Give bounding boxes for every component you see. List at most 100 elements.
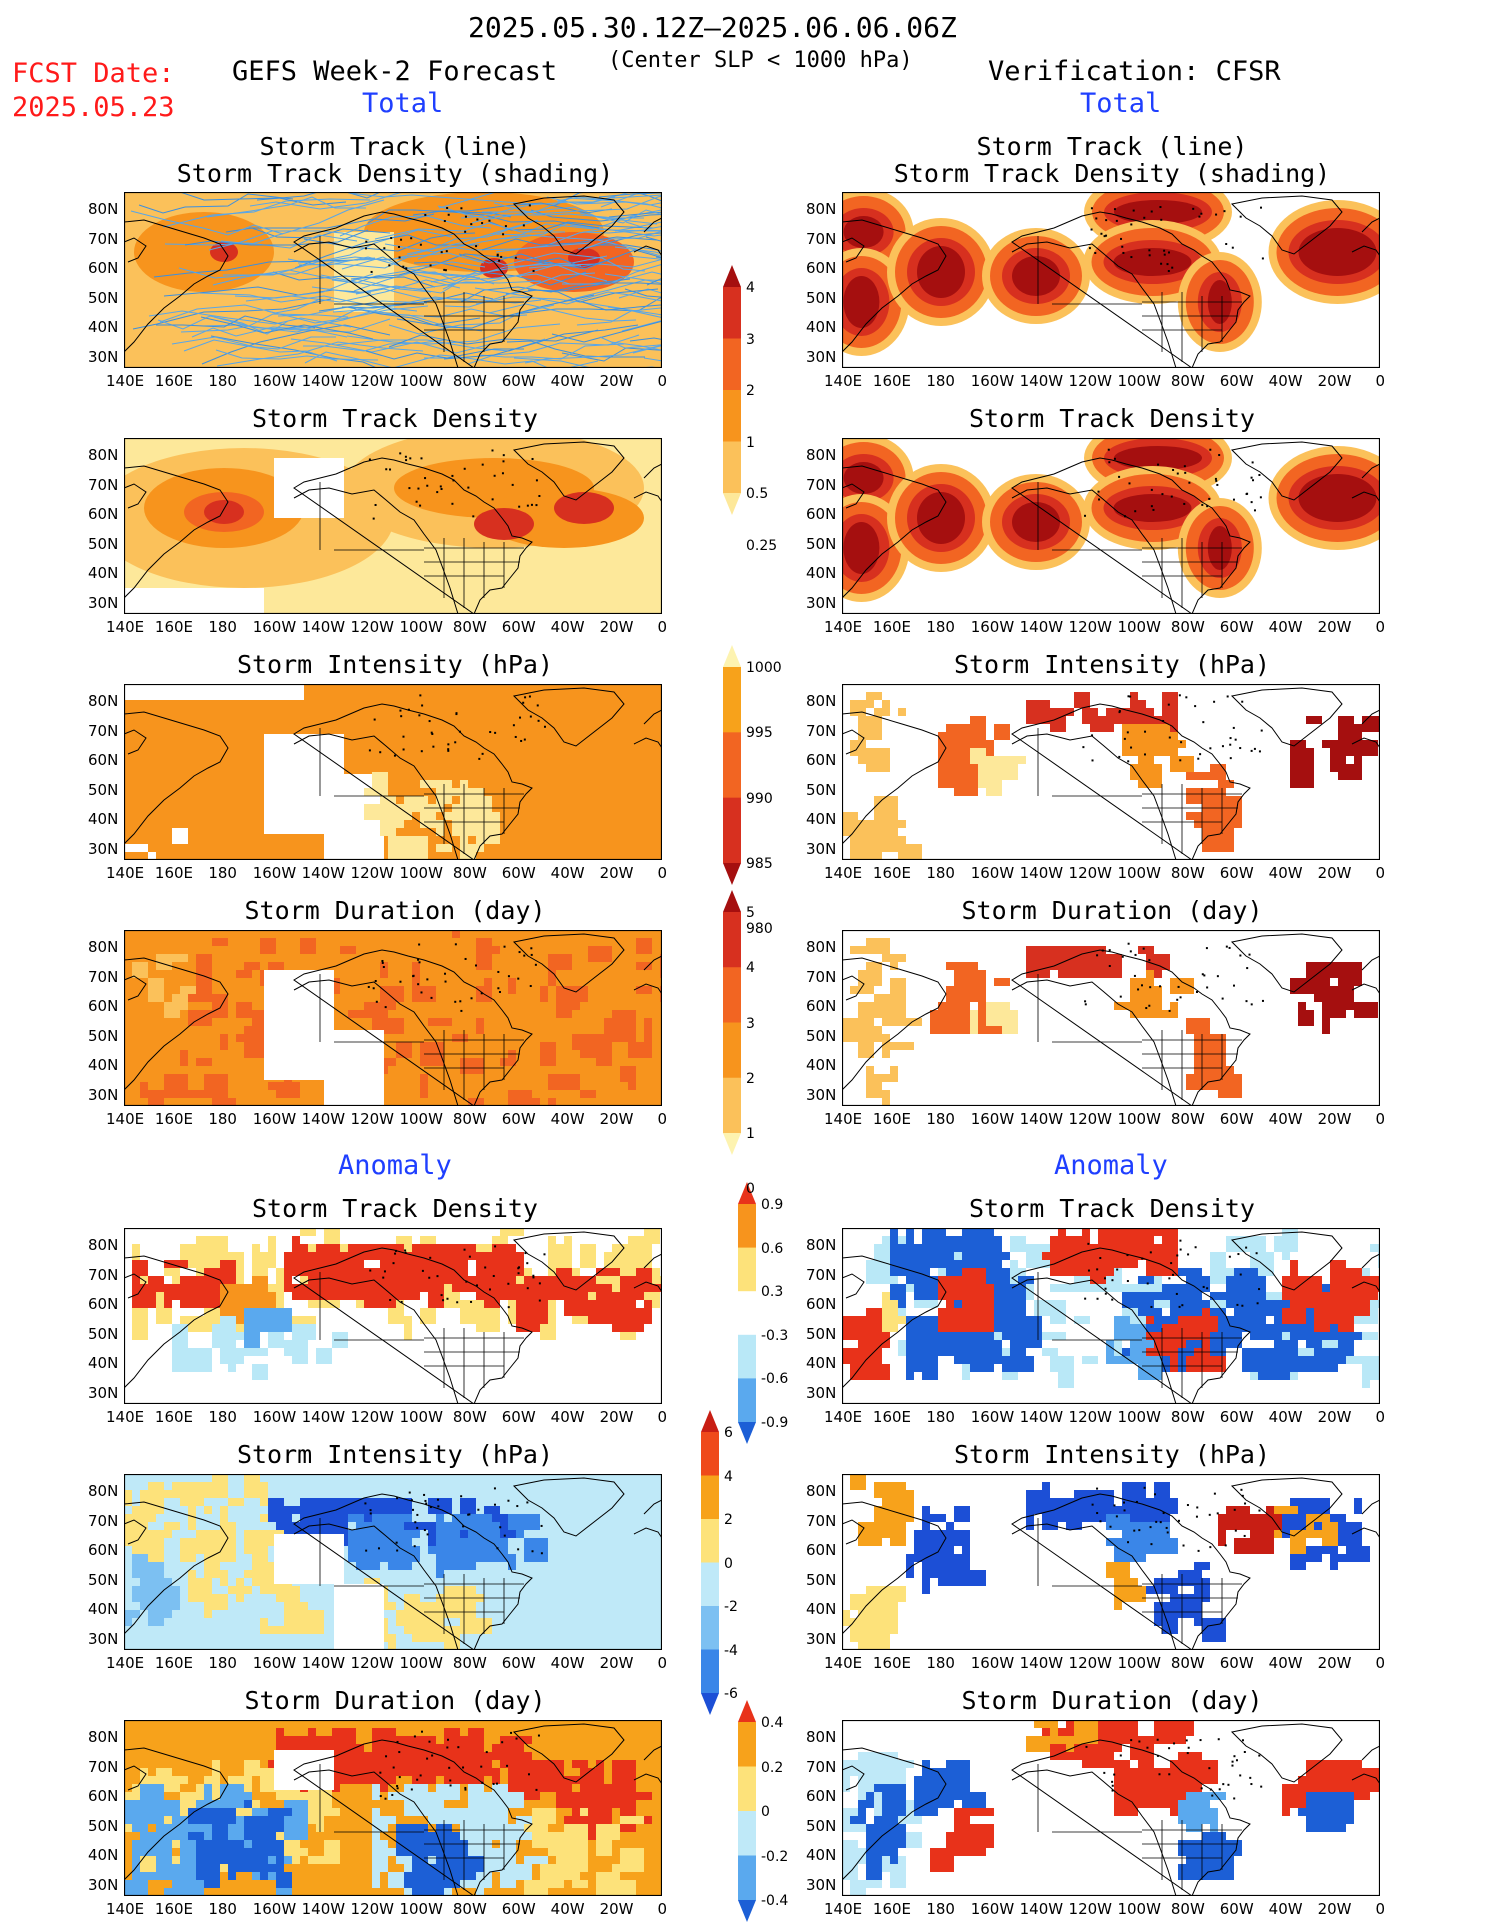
shade-cell — [148, 1562, 156, 1578]
island — [1239, 954, 1242, 957]
map-svg — [841, 1473, 1381, 1651]
island — [1166, 1531, 1169, 1534]
shade-cell — [548, 970, 556, 986]
colorbar-swatch — [723, 441, 741, 494]
track-line — [583, 229, 662, 250]
track-line — [132, 298, 332, 330]
track-line — [374, 222, 565, 240]
island — [439, 485, 442, 488]
map-panel-r2 — [841, 437, 1381, 615]
lon-label: 80W — [1170, 1654, 1205, 1672]
shade-blob — [1012, 502, 1060, 542]
shade-cell — [252, 1244, 260, 1268]
island — [396, 1787, 399, 1790]
shade-cell — [348, 1736, 356, 1752]
shade-cell — [1138, 946, 1154, 954]
island — [518, 951, 521, 954]
track-line — [604, 273, 662, 285]
island — [532, 1276, 535, 1279]
island — [456, 1301, 459, 1304]
island — [491, 498, 494, 501]
lon-label: 60W — [1219, 1110, 1254, 1128]
shade-cell — [1098, 1228, 1114, 1244]
shade-blob — [1114, 446, 1202, 470]
shade-blob — [1113, 494, 1192, 522]
shade-cell — [1338, 740, 1354, 756]
lon-label: 20W — [599, 864, 634, 882]
shade-cell — [1146, 1228, 1162, 1236]
shade-cell — [300, 1498, 324, 1514]
island — [526, 1262, 529, 1265]
island — [1245, 1246, 1248, 1249]
shade-cell — [890, 1506, 906, 1514]
lon-label: 160E — [872, 1110, 912, 1128]
colorbar-swatch — [723, 732, 741, 799]
shade-cell — [1170, 1610, 1186, 1618]
colorbar-label: -4 — [724, 1642, 738, 1659]
shade-cell — [970, 1010, 978, 1034]
island — [496, 1547, 499, 1550]
shade-cell — [148, 1090, 164, 1106]
lon-label: 180 — [926, 1900, 955, 1918]
island — [536, 704, 539, 707]
shade-cell — [388, 1816, 396, 1824]
lat-label: 60N — [806, 505, 837, 523]
island — [1113, 1504, 1116, 1507]
shade-cell — [164, 1522, 180, 1530]
island — [1209, 448, 1212, 451]
track-line — [582, 229, 662, 234]
island — [379, 1795, 382, 1798]
shade-cell — [1050, 1720, 1058, 1736]
island — [481, 1781, 484, 1784]
shade-cell — [540, 1292, 548, 1316]
lon-label: 120W — [350, 1408, 394, 1426]
island — [1111, 1784, 1114, 1787]
island — [1216, 975, 1219, 978]
country-border — [1037, 236, 1142, 305]
shade-cell — [204, 1872, 220, 1888]
lon-label: 120W — [1068, 618, 1112, 636]
shade-cell — [404, 1316, 412, 1340]
colorbar-swatch — [738, 1422, 756, 1444]
island — [1240, 1488, 1243, 1491]
island — [1109, 1525, 1112, 1528]
shade-cell — [1010, 1236, 1026, 1252]
date-range-title: 2025.05.30.12Z–2025.06.06.06Z — [468, 11, 957, 44]
shade-cell — [954, 1308, 970, 1332]
coastline-north-america — [1011, 1739, 1251, 1896]
coastline-asia — [842, 219, 947, 353]
shade-cell — [890, 1856, 898, 1880]
shade-cell — [372, 1010, 388, 1034]
shade-cell — [612, 1800, 628, 1808]
track-line — [304, 351, 462, 368]
criterion-subtitle: (Center SLP < 1000 hPa) — [608, 48, 913, 73]
lat-label: 70N — [88, 475, 119, 494]
island — [535, 504, 538, 507]
island — [1195, 990, 1198, 993]
shade-cell — [468, 1276, 476, 1284]
island — [507, 975, 510, 978]
track-line — [148, 310, 352, 328]
shade-cell — [628, 1236, 644, 1244]
shade-cell — [994, 1316, 1010, 1332]
shade-cell — [524, 1292, 532, 1300]
shade-cell — [380, 1554, 396, 1562]
shade-cell — [1090, 1498, 1106, 1514]
island — [515, 1737, 518, 1740]
shade-cell — [1298, 1284, 1322, 1292]
island — [493, 1503, 496, 1506]
shade-cell — [1050, 1252, 1074, 1268]
coastline-europe — [633, 709, 662, 749]
shade-cell — [842, 1316, 858, 1340]
shade-cell — [212, 1268, 228, 1276]
track-line — [225, 227, 391, 239]
track-line — [341, 292, 494, 309]
state-borders — [424, 784, 524, 854]
shade-cell — [882, 700, 890, 716]
shade-cell — [180, 986, 196, 994]
island — [393, 754, 396, 757]
island — [475, 1284, 478, 1287]
shade-cell — [172, 1864, 188, 1880]
shade-cell — [452, 1586, 468, 1602]
lat-label: 80N — [806, 938, 837, 956]
